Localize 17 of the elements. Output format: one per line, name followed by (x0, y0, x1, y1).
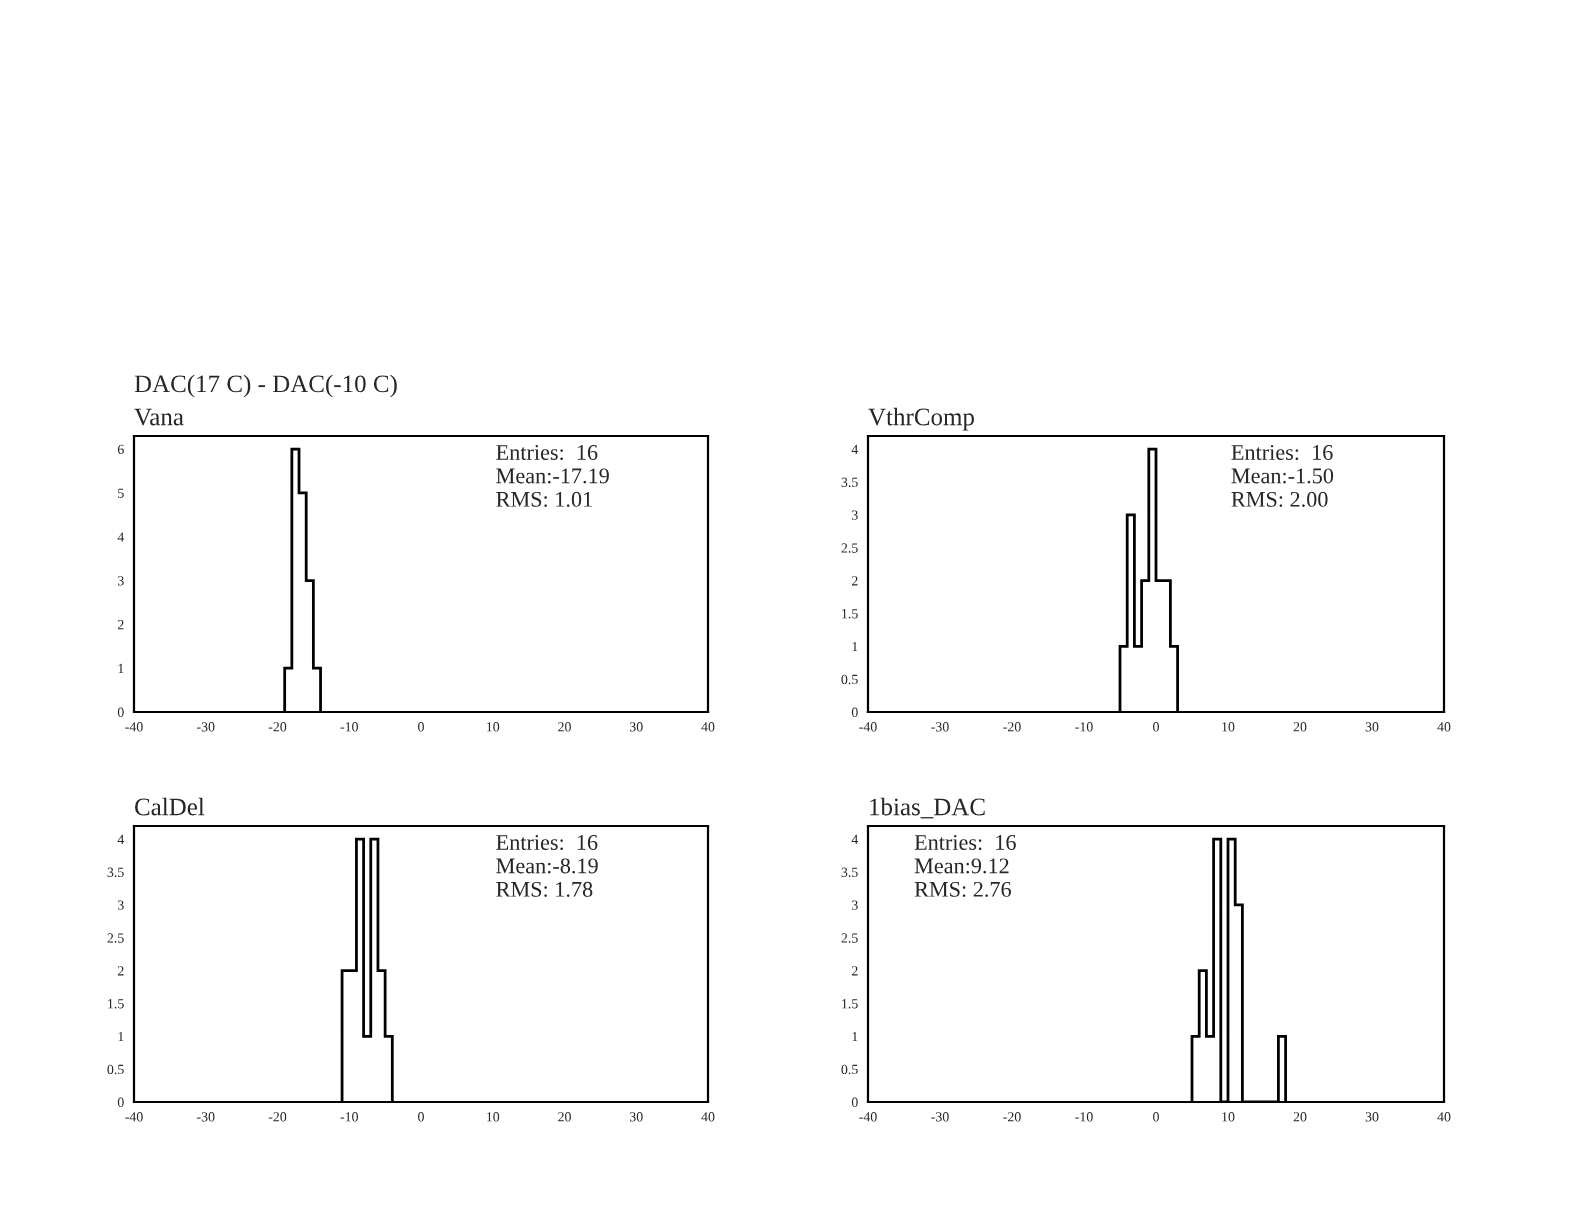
annotation: Entries: 16 (914, 834, 1016, 851)
chart-subtitle: Vana (134, 408, 184, 426)
annotation: Mean:9.12 (914, 858, 1009, 874)
annotation: Mean:-17.19 (496, 468, 609, 484)
annotation: Entries: 16 (1231, 444, 1333, 461)
annotation: RMS: 2.00 (1231, 491, 1328, 507)
chart-title: VthrComp (868, 407, 974, 431)
annotation: Mean:-1.50 (1231, 468, 1334, 484)
annotation: RMS: 1.78 (496, 881, 593, 897)
chart-title: 1bias_DAC (870, 797, 985, 819)
annotation: Entries: 16 (496, 834, 598, 851)
chart-title: DAC(17 C) - DAC(-10 C) (134, 374, 397, 398)
chart-title: CalDel (135, 797, 205, 816)
annotation: RMS: 1.01 (496, 491, 592, 507)
annotation: RMS: 2.76 (914, 881, 1011, 897)
annotation: Mean:-8.19 (496, 858, 598, 874)
annotation: Entries: 16 (496, 444, 598, 461)
